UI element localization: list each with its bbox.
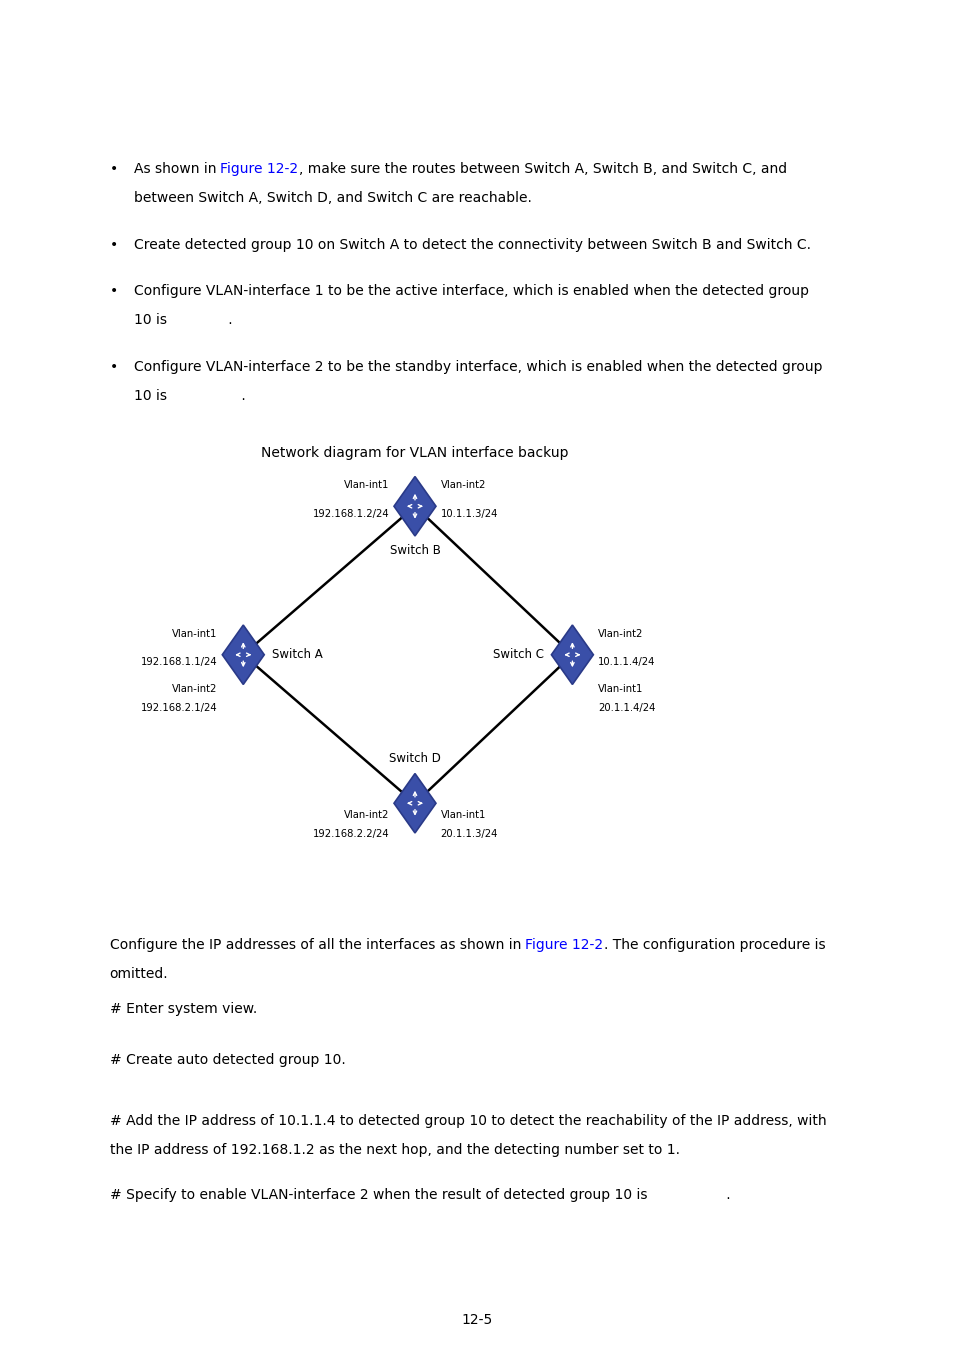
Text: . The configuration procedure is: . The configuration procedure is [603,938,824,952]
Text: 192.168.2.1/24: 192.168.2.1/24 [141,703,217,713]
Text: between Switch A, Switch D, and Switch C are reachable.: between Switch A, Switch D, and Switch C… [133,190,531,205]
Text: 192.168.1.2/24: 192.168.1.2/24 [313,509,389,518]
Polygon shape [394,774,436,833]
Text: Vlan-int2: Vlan-int2 [598,629,643,639]
Text: Switch C: Switch C [493,648,543,662]
Text: •: • [110,162,118,176]
Text: 20.1.1.3/24: 20.1.1.3/24 [440,829,497,838]
Text: omitted.: omitted. [110,967,168,981]
Text: •: • [110,238,118,251]
Text: Configure VLAN-interface 2 to be the standby interface, which is enabled when th: Configure VLAN-interface 2 to be the sta… [133,359,821,374]
Text: Vlan-int2: Vlan-int2 [172,684,217,694]
Polygon shape [222,625,264,684]
Text: , make sure the routes between Switch A, Switch B, and Switch C, and: , make sure the routes between Switch A,… [298,162,786,176]
Text: 12-5: 12-5 [461,1314,492,1327]
Text: Vlan-int2: Vlan-int2 [440,481,486,490]
Text: Figure 12-2: Figure 12-2 [220,162,298,176]
Text: # Add the IP address of 10.1.1.4 to detected group 10 to detect the reachability: # Add the IP address of 10.1.1.4 to dete… [110,1114,825,1127]
Text: •: • [110,359,118,374]
Text: Vlan-int2: Vlan-int2 [343,810,389,819]
Text: 10.1.1.4/24: 10.1.1.4/24 [598,657,655,667]
Text: 20.1.1.4/24: 20.1.1.4/24 [598,703,655,713]
Text: Figure 12-2: Figure 12-2 [525,938,603,952]
Text: 192.168.1.1/24: 192.168.1.1/24 [141,657,217,667]
Text: 10 is                 .: 10 is . [133,389,245,402]
Polygon shape [551,625,593,684]
Text: Switch D: Switch D [389,752,440,765]
Text: Network diagram for VLAN interface backup: Network diagram for VLAN interface backu… [261,446,568,460]
Text: Configure the IP addresses of all the interfaces as shown in: Configure the IP addresses of all the in… [110,938,525,952]
Text: Configure VLAN-interface 1 to be the active interface, which is enabled when the: Configure VLAN-interface 1 to be the act… [133,285,808,298]
Polygon shape [394,477,436,536]
Text: •: • [110,285,118,298]
Text: Switch A: Switch A [272,648,322,662]
Text: Vlan-int1: Vlan-int1 [172,629,217,639]
Text: As shown in: As shown in [133,162,220,176]
Text: Create detected group 10 on Switch A to detect the connectivity between Switch B: Create detected group 10 on Switch A to … [133,238,810,251]
Text: # Enter system view.: # Enter system view. [110,1002,256,1015]
Text: Switch B: Switch B [389,544,440,558]
Text: 10.1.1.3/24: 10.1.1.3/24 [440,509,497,518]
Text: 192.168.2.2/24: 192.168.2.2/24 [313,829,389,838]
Text: Vlan-int1: Vlan-int1 [598,684,643,694]
Text: Vlan-int1: Vlan-int1 [440,810,486,819]
Text: # Specify to enable VLAN-interface 2 when the result of detected group 10 is    : # Specify to enable VLAN-interface 2 whe… [110,1188,730,1202]
Text: Vlan-int1: Vlan-int1 [343,481,389,490]
Text: 10 is              .: 10 is . [133,313,232,327]
Text: # Create auto detected group 10.: # Create auto detected group 10. [110,1053,345,1066]
Text: the IP address of 192.168.1.2 as the next hop, and the detecting number set to 1: the IP address of 192.168.1.2 as the nex… [110,1142,679,1157]
